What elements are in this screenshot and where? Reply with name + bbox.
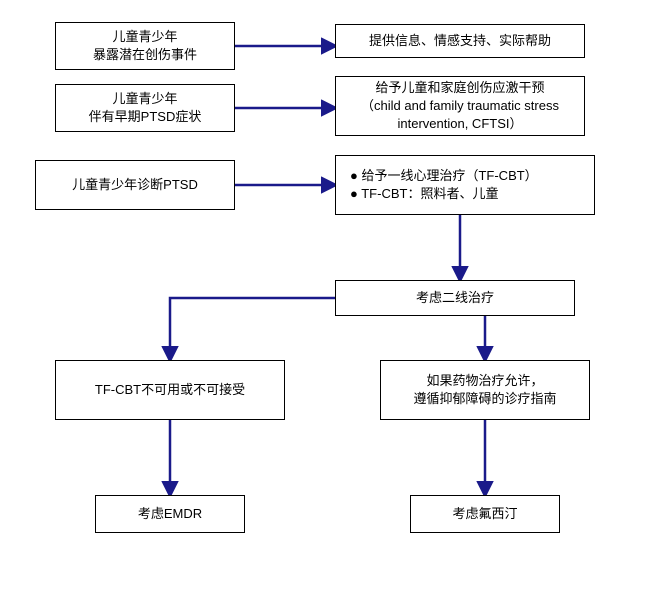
flow-node-D: 考虑二线治疗 xyxy=(335,280,575,316)
flow-node-B2: 给予儿童和家庭创伤应激干预（child and family traumatic… xyxy=(335,76,585,136)
flow-node-E1: TF-CBT不可用或不可接受 xyxy=(55,360,285,420)
flow-node-text: ● 给予一线心理治疗（TF-CBT） xyxy=(350,167,538,185)
flow-node-text: TF-CBT不可用或不可接受 xyxy=(95,381,245,399)
flow-node-text: 考虑EMDR xyxy=(138,505,202,523)
flow-node-A1: 儿童青少年暴露潜在创伤事件 xyxy=(55,22,235,70)
flow-node-text: 考虑二线治疗 xyxy=(416,289,494,307)
flow-edge-D-E1 xyxy=(170,298,335,360)
flow-node-text: 给予儿童和家庭创伤应激干预 xyxy=(375,79,544,97)
flow-node-text: 儿童青少年 xyxy=(112,28,177,46)
flow-node-text: 儿童青少年 xyxy=(112,90,177,108)
flow-node-A2: 提供信息、情感支持、实际帮助 xyxy=(335,24,585,58)
flow-node-text: （child and family traumatic stress xyxy=(361,97,559,115)
flow-node-F2: 考虑氟西汀 xyxy=(410,495,560,533)
flow-node-text: 考虑氟西汀 xyxy=(452,505,517,523)
flow-node-E2: 如果药物治疗允许，遵循抑郁障碍的诊疗指南 xyxy=(380,360,590,420)
flow-node-text: 儿童青少年诊断PTSD xyxy=(72,176,198,194)
flow-node-F1: 考虑EMDR xyxy=(95,495,245,533)
flow-node-text: 如果药物治疗允许， xyxy=(426,372,543,390)
flow-node-B1: 儿童青少年伴有早期PTSD症状 xyxy=(55,84,235,132)
flow-node-C1: 儿童青少年诊断PTSD xyxy=(35,160,235,210)
flow-node-text: ● TF-CBT：照料者、儿童 xyxy=(350,185,498,203)
flow-node-text: 暴露潜在创伤事件 xyxy=(93,46,197,64)
flow-node-C2: ● 给予一线心理治疗（TF-CBT）● TF-CBT：照料者、儿童 xyxy=(335,155,595,215)
flow-node-text: 提供信息、情感支持、实际帮助 xyxy=(369,32,551,50)
flow-node-text: 遵循抑郁障碍的诊疗指南 xyxy=(413,390,556,408)
flow-node-text: intervention, CFTSI） xyxy=(398,115,523,133)
flow-node-text: 伴有早期PTSD症状 xyxy=(89,108,202,126)
